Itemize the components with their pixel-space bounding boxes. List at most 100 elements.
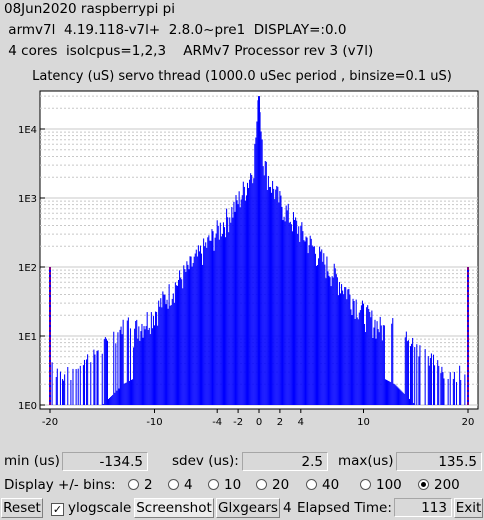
- histogram-bar: [144, 329, 146, 405]
- histogram-bar: [121, 334, 123, 405]
- screenshot-button[interactable]: Screenshot: [134, 498, 214, 518]
- histogram-bar: [139, 340, 141, 405]
- reset-button[interactable]: Reset: [1, 498, 43, 518]
- histogram-bar: [341, 284, 343, 405]
- histogram-bar: [79, 365, 81, 405]
- histogram-bar: [280, 195, 282, 405]
- histogram-bar: [62, 379, 64, 405]
- histogram-bar: [197, 245, 199, 405]
- histogram-bar: [195, 249, 197, 405]
- histogram-bar: [264, 160, 266, 405]
- x-tick-label: 4: [298, 417, 304, 428]
- histogram-bar: [419, 345, 421, 405]
- y-tick-label: 1E3: [18, 194, 37, 205]
- histogram-bar: [141, 323, 143, 405]
- histogram-bar: [158, 300, 160, 405]
- histogram-bar: [117, 332, 119, 405]
- histogram-bar: [360, 305, 362, 405]
- histogram-bar: [163, 294, 165, 405]
- histogram-bar: [432, 354, 435, 405]
- histogram-bar: [302, 231, 304, 405]
- histogram-bar: [82, 365, 84, 405]
- histogram-bar: [135, 321, 137, 405]
- bins-radio-200[interactable]: 200: [418, 477, 460, 493]
- histogram-bar: [175, 285, 177, 405]
- histogram-bar: [370, 317, 372, 405]
- histogram-bar: [262, 166, 264, 405]
- histogram-bar: [214, 237, 216, 405]
- histogram-bar: [272, 180, 274, 405]
- histogram-bar: [167, 308, 169, 405]
- histogram-bar: [198, 251, 200, 405]
- histogram-bar: [137, 338, 139, 405]
- min-value: -134.5: [62, 452, 148, 471]
- histogram-bar: [427, 356, 429, 405]
- histogram-bar: [228, 232, 230, 405]
- histogram-bar: [447, 378, 449, 405]
- histogram-bar: [347, 289, 349, 405]
- histogram-bar: [201, 253, 203, 405]
- histogram-bar: [376, 321, 378, 405]
- histogram-bar: [126, 320, 128, 405]
- histogram-bar: [193, 256, 195, 405]
- histogram-bar: [123, 383, 125, 405]
- histogram-bar: [319, 246, 321, 405]
- histogram-bar: [332, 277, 334, 405]
- histogram-bar: [359, 310, 361, 405]
- exit-button[interactable]: Exit: [454, 498, 483, 518]
- y-tick-label: 1E4: [18, 125, 37, 136]
- histogram-bar: [407, 340, 409, 405]
- histogram-bar: [199, 245, 202, 405]
- histogram-bar: [440, 373, 442, 405]
- histogram-bar: [59, 371, 61, 405]
- histogram-bar: [443, 378, 445, 405]
- histogram-bar: [371, 310, 373, 405]
- histogram-bar: [358, 312, 360, 405]
- histogram-bar: [309, 235, 311, 405]
- bins-radio-2[interactable]: 2: [128, 477, 153, 493]
- histogram-bar: [292, 212, 295, 405]
- bins-radio-100[interactable]: 100: [360, 477, 402, 493]
- glxgears-count: 4: [283, 500, 292, 516]
- histogram-bar: [234, 211, 236, 405]
- histogram-bar: [331, 276, 333, 405]
- histogram-bar: [291, 231, 293, 405]
- bins-radio-4[interactable]: 4: [168, 477, 193, 493]
- histogram-bar: [429, 358, 431, 405]
- bins-radio-40[interactable]: 40: [306, 477, 339, 493]
- histogram-bar: [380, 325, 382, 405]
- histogram-bar: [241, 195, 243, 405]
- histogram-bar: [188, 269, 190, 405]
- bins-radio-20[interactable]: 20: [256, 477, 289, 493]
- histogram-bar: [397, 387, 399, 405]
- histogram-bar: [257, 100, 259, 405]
- histogram-bar: [345, 287, 347, 405]
- glxgears-button[interactable]: Glxgears: [216, 498, 280, 518]
- histogram-bar: [353, 300, 355, 405]
- histogram-bar: [129, 328, 131, 405]
- histogram-bar: [321, 249, 323, 405]
- histogram-bar: [351, 315, 353, 405]
- histogram-bar: [132, 379, 134, 405]
- histogram-bar: [314, 253, 316, 405]
- bins-radio-10[interactable]: 10: [208, 477, 241, 493]
- histogram-bar: [406, 341, 408, 405]
- max-value: 135.5: [396, 452, 482, 471]
- stats-row: min (us) -134.5 sdev (us): 2.5 max(us) 1…: [0, 450, 484, 474]
- histogram-bar: [392, 318, 394, 405]
- histogram-bar: [208, 235, 210, 405]
- histogram-bar: [168, 284, 170, 405]
- histogram-bar: [313, 246, 315, 405]
- sdev-value: 2.5: [242, 452, 328, 471]
- histogram-bar: [296, 220, 298, 405]
- histogram-bar: [157, 325, 159, 405]
- histogram-bar: [388, 380, 390, 405]
- histogram-bar: [382, 325, 384, 405]
- histogram-bar: [110, 396, 112, 405]
- histogram-bar: [173, 302, 175, 405]
- histogram-bar: [303, 240, 305, 405]
- histogram-bar: [252, 183, 254, 405]
- ylogscale-checkbox[interactable]: ✓ ylogscale: [51, 500, 132, 516]
- histogram-bar: [346, 299, 348, 405]
- histogram-bar: [192, 263, 194, 405]
